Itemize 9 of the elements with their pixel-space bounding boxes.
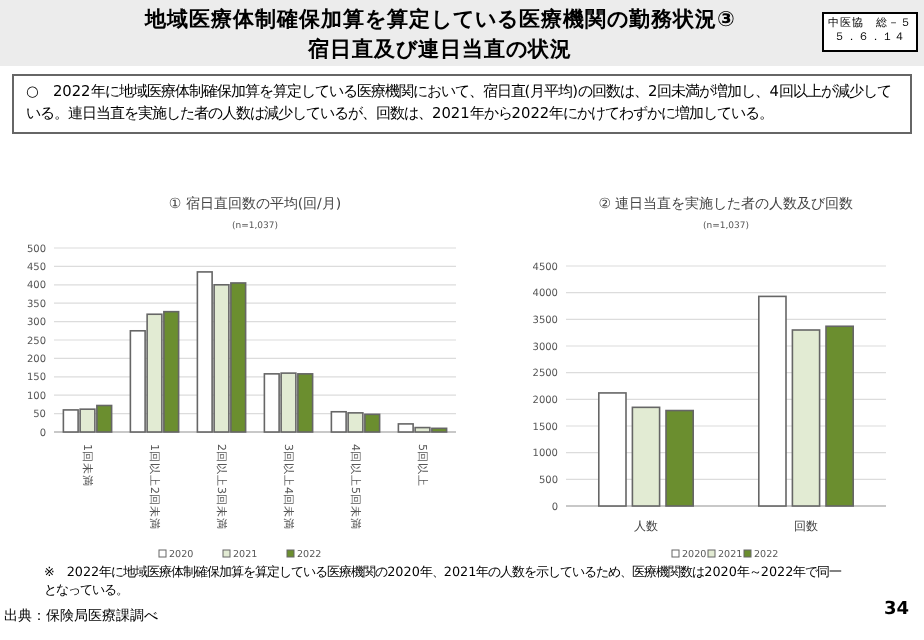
bar [665, 409, 694, 507]
bar [758, 295, 787, 507]
bar [598, 392, 627, 507]
bar [791, 329, 821, 507]
text: 地域医療体制確保加算を算定している医療機関の勤務状況③ [142, 6, 737, 34]
text: 宿日直及び連日当直の状況 [306, 36, 574, 64]
bar [631, 406, 661, 507]
text: 34 [884, 600, 910, 620]
bar [825, 325, 854, 507]
